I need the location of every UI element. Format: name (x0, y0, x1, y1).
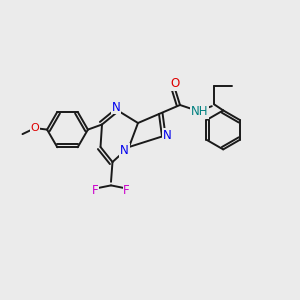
Text: N: N (120, 144, 129, 157)
Text: O: O (31, 123, 40, 133)
Text: N: N (163, 129, 172, 142)
Text: F: F (123, 184, 130, 197)
Text: NH: NH (190, 105, 208, 118)
Text: F: F (92, 184, 99, 197)
Text: N: N (112, 100, 121, 114)
Text: O: O (170, 77, 179, 91)
